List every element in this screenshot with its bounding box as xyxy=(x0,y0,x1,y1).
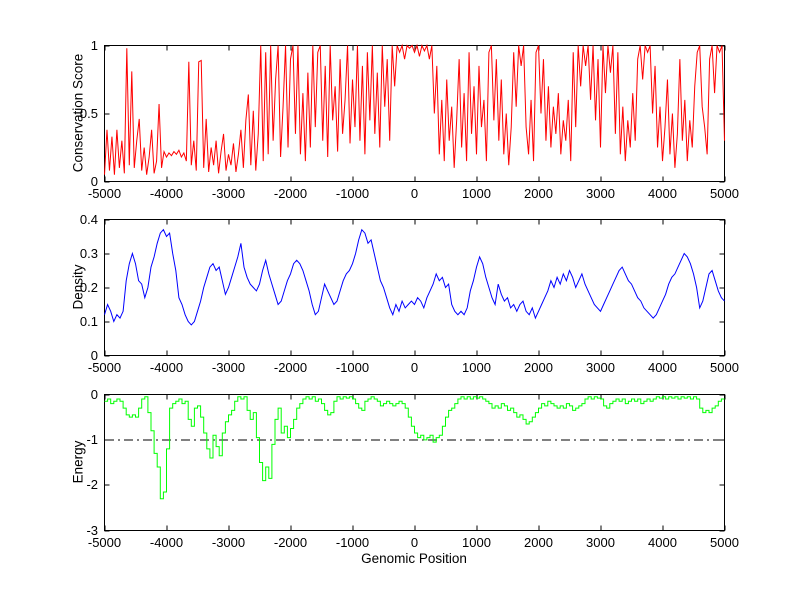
x-tick-label: 1000 xyxy=(462,186,491,201)
subplot-conservation-score xyxy=(104,43,726,183)
x-tick-label: 3000 xyxy=(586,360,615,375)
x-tick-label: -4000 xyxy=(149,535,184,550)
conservation-score-plot-svg xyxy=(104,43,726,183)
y-tick-label: -3 xyxy=(86,522,98,538)
x-tick-label: -2000 xyxy=(273,535,308,550)
x-tick-label: -3000 xyxy=(211,535,246,550)
x-tick-label: -2000 xyxy=(273,360,308,375)
x-tick-label: -5000 xyxy=(87,535,122,550)
x-tick-label: 5000 xyxy=(710,186,739,201)
x-tick-label: 0 xyxy=(410,186,419,201)
subplot-density xyxy=(104,219,726,357)
energy-series-line xyxy=(104,396,725,500)
x-tick-label: 5000 xyxy=(710,360,739,375)
y-tick-label: 0 xyxy=(90,173,98,189)
x-tick-label: 1000 xyxy=(462,535,491,550)
x-tick-label: 3000 xyxy=(586,186,615,201)
x-tick-label: -4000 xyxy=(149,360,184,375)
y-tick-label: 0 xyxy=(90,347,98,363)
x-tick-label: -2000 xyxy=(273,186,308,201)
y-tick-label: 0.4 xyxy=(79,211,98,227)
x-tick-label: -3000 xyxy=(211,360,246,375)
conservation-score-series-line xyxy=(104,43,725,175)
x-tick-label: 2000 xyxy=(524,535,553,550)
y-tick-label: 0.1 xyxy=(79,313,98,329)
x-tick-label: 0 xyxy=(410,360,419,375)
x-tick-label: 1000 xyxy=(462,360,491,375)
x-tick-label: 4000 xyxy=(648,360,677,375)
y-tick-label: 0.3 xyxy=(79,245,98,261)
axes-box xyxy=(104,394,725,531)
y-tick-label: 0 xyxy=(90,386,98,402)
density-plot-svg xyxy=(104,219,726,357)
x-tick-label: -5000 xyxy=(87,186,122,201)
x-tick-label: 2000 xyxy=(524,186,553,201)
x-axis-label-genomic-position: Genomic Position xyxy=(361,551,467,566)
axes-box xyxy=(104,219,725,356)
y-axis-label-density: Density xyxy=(70,264,86,310)
x-tick-label: -1000 xyxy=(335,535,370,550)
x-tick-label: 4000 xyxy=(648,535,677,550)
x-tick-label: 0 xyxy=(410,535,419,550)
x-tick-label: -1000 xyxy=(335,360,370,375)
y-axis-label-conservation-score: Conservation Score xyxy=(70,53,86,173)
x-tick-label: 3000 xyxy=(586,535,615,550)
y-axis-label-energy: Energy xyxy=(70,440,86,484)
x-tick-label: 4000 xyxy=(648,186,677,201)
x-tick-label: 2000 xyxy=(524,360,553,375)
x-tick-label: 5000 xyxy=(710,535,739,550)
subplot-energy xyxy=(104,394,726,532)
x-tick-label: -1000 xyxy=(335,186,370,201)
x-tick-label: -5000 xyxy=(87,360,122,375)
energy-plot-svg xyxy=(104,394,726,532)
x-tick-label: -4000 xyxy=(149,186,184,201)
density-series-line xyxy=(104,228,725,326)
y-tick-label: 1 xyxy=(90,37,98,53)
x-tick-label: -3000 xyxy=(211,186,246,201)
